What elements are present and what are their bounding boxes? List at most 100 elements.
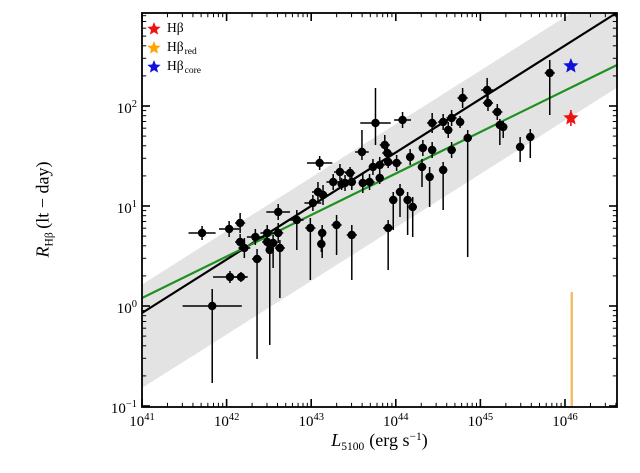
data-points [197,68,554,311]
data-point [252,254,262,264]
y-axis-subscript: Hβ [43,232,56,247]
data-point [398,115,407,125]
scatter-band [142,13,617,388]
x-tick-label-1e42: 1042 [213,412,240,430]
x-axis-subscript: 5100 [341,441,365,453]
data-point [263,228,272,238]
data-point [493,107,502,117]
data-point [345,168,355,178]
data-point [315,158,324,168]
data-point [425,172,434,182]
star-icon [147,21,161,35]
data-point [328,177,338,187]
data-point [224,224,234,234]
x-axis-unit-exponent: −1 [409,431,422,443]
data-point [545,68,554,78]
Hbeta-star [563,110,579,125]
data-point [251,232,260,242]
data-point [438,117,448,127]
legend-label: Hβred [167,38,197,57]
data-point [438,165,448,175]
data-point [317,228,327,238]
data-point [318,190,328,200]
x-axis-label: L5100 (erg s−1) [142,430,617,453]
y-axis-label: RHβ (lt − day) [33,100,56,320]
data-point [275,243,285,253]
data-point [417,162,427,172]
data-point [273,207,283,217]
data-point [225,272,235,282]
data-point [389,195,398,205]
data-point [358,178,367,188]
data-point [347,177,356,187]
data-point [447,145,456,155]
axes-spines-and-ticks [141,12,618,408]
legend-label-subscript: core [184,65,201,76]
x-axis-unit-close: ) [421,430,428,450]
data-point [427,145,437,155]
data-point [499,122,508,132]
data-point [371,118,380,128]
data-point [383,223,393,233]
data-point [458,93,467,103]
data-point [208,301,217,311]
data-point [357,147,367,157]
data-point [235,237,245,247]
data-point [455,117,465,127]
data-point [368,162,378,172]
y-tick-label-1e-1: 10−1 [110,399,137,417]
data-point [292,215,302,225]
x-tick-label-1e44: 1044 [383,412,409,430]
data-point [365,177,374,187]
data-point [444,125,453,135]
data-point [482,85,492,95]
data-point [403,195,412,205]
y-axis-variable: R [32,246,53,258]
data-point [335,167,345,177]
legend-item-hbeta: Hβ [146,19,201,38]
data-point [375,173,384,183]
data-point [380,140,389,150]
data-point [483,98,493,108]
Hbeta_core-star [563,58,579,73]
x-axis-unit: (erg s [369,430,410,450]
data-point [383,148,392,158]
y-axis-unit: (lt − day) [32,161,53,233]
x-tick-label-1e43: 1043 [298,412,324,430]
y-tick-label-1e0: 100 [116,299,137,317]
data-point [265,245,274,255]
legend-item-red: Hβred [146,38,201,57]
star-icon [147,40,161,54]
data-point [240,243,249,253]
data-point [340,178,350,188]
data-point [347,230,356,240]
data-point [268,238,278,248]
data-point [405,152,415,162]
x-axis-variable: L [331,430,342,450]
data-point [197,228,207,238]
data-point [392,158,401,168]
data-point [273,228,283,238]
data-point [447,113,456,123]
data-point [236,272,246,282]
data-point [375,160,384,170]
legend: Hβ Hβred Hβcore [146,19,201,76]
data-point [395,187,405,197]
x-tick-label-1e45: 1045 [467,412,494,430]
y-tick-label-1e2: 102 [116,99,137,117]
data-point [317,239,326,249]
data-point [515,142,525,152]
data-point [526,132,535,142]
data-point [308,198,318,208]
data-point [418,143,428,153]
legend-label-subscript: red [184,46,197,57]
data-point [408,202,417,212]
data-point [463,133,472,143]
data-point [332,220,341,230]
data-point [427,118,437,128]
data-point [235,218,245,228]
legend-item-core: Hβcore [146,57,201,76]
legend-label: Hβ [167,19,184,35]
